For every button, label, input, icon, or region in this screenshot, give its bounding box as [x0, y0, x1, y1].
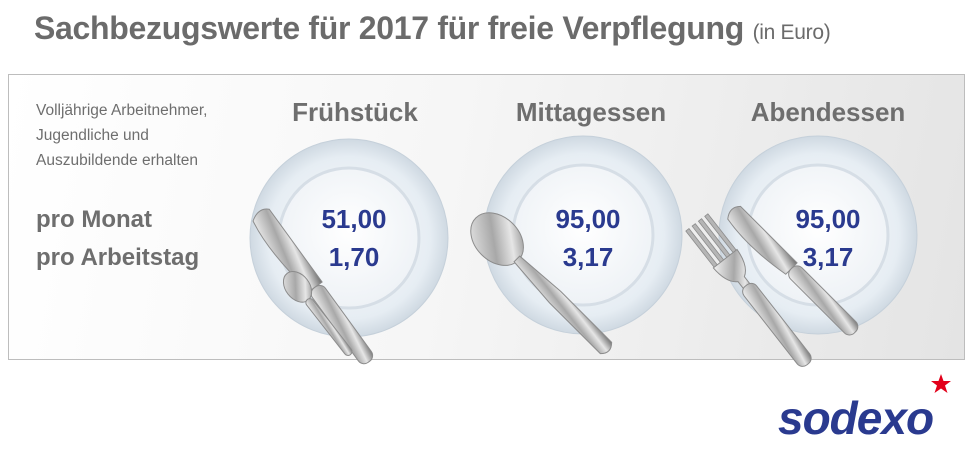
dinner-day-value: 3,17 — [802, 242, 854, 272]
row-label-day: pro Arbeitstag — [36, 244, 200, 271]
knife-icon — [727, 205, 859, 336]
title-text: Sachbezugswerte für 2017 für freie Verpf… — [34, 10, 744, 46]
fork-icon — [685, 213, 812, 367]
spoon-icon — [470, 212, 613, 355]
intro-text: Volljährige Arbeitnehmer, Jugendliche un… — [36, 98, 266, 173]
lunch-month-value: 95,00 — [555, 204, 621, 234]
spoon-icon — [282, 271, 353, 356]
lunch-day-value: 3,17 — [562, 242, 614, 272]
breakfast-day-value: 1,70 — [328, 242, 380, 272]
intro-line: Auszubildende erhalten — [36, 152, 199, 169]
meal-heading-lunch: Mittagessen — [515, 97, 667, 127]
row-label-month: pro Monat — [36, 206, 152, 233]
meal-heading-breakfast: Frühstück — [292, 97, 418, 127]
sodexo-logo: sodexo — [778, 392, 934, 444]
title-unit: (in Euro) — [752, 21, 831, 44]
intro-line: Volljährige Arbeitnehmer, — [36, 102, 208, 119]
intro-line: Jugendliche und — [36, 127, 149, 144]
breakfast-month-value: 51,00 — [321, 204, 387, 234]
page-title: Sachbezugswerte für 2017 für freie Verpf… — [34, 10, 831, 47]
dinner-month-value: 95,00 — [795, 204, 861, 234]
logo-star-icon — [931, 374, 951, 393]
meal-heading-dinner: Abendessen — [750, 97, 906, 127]
